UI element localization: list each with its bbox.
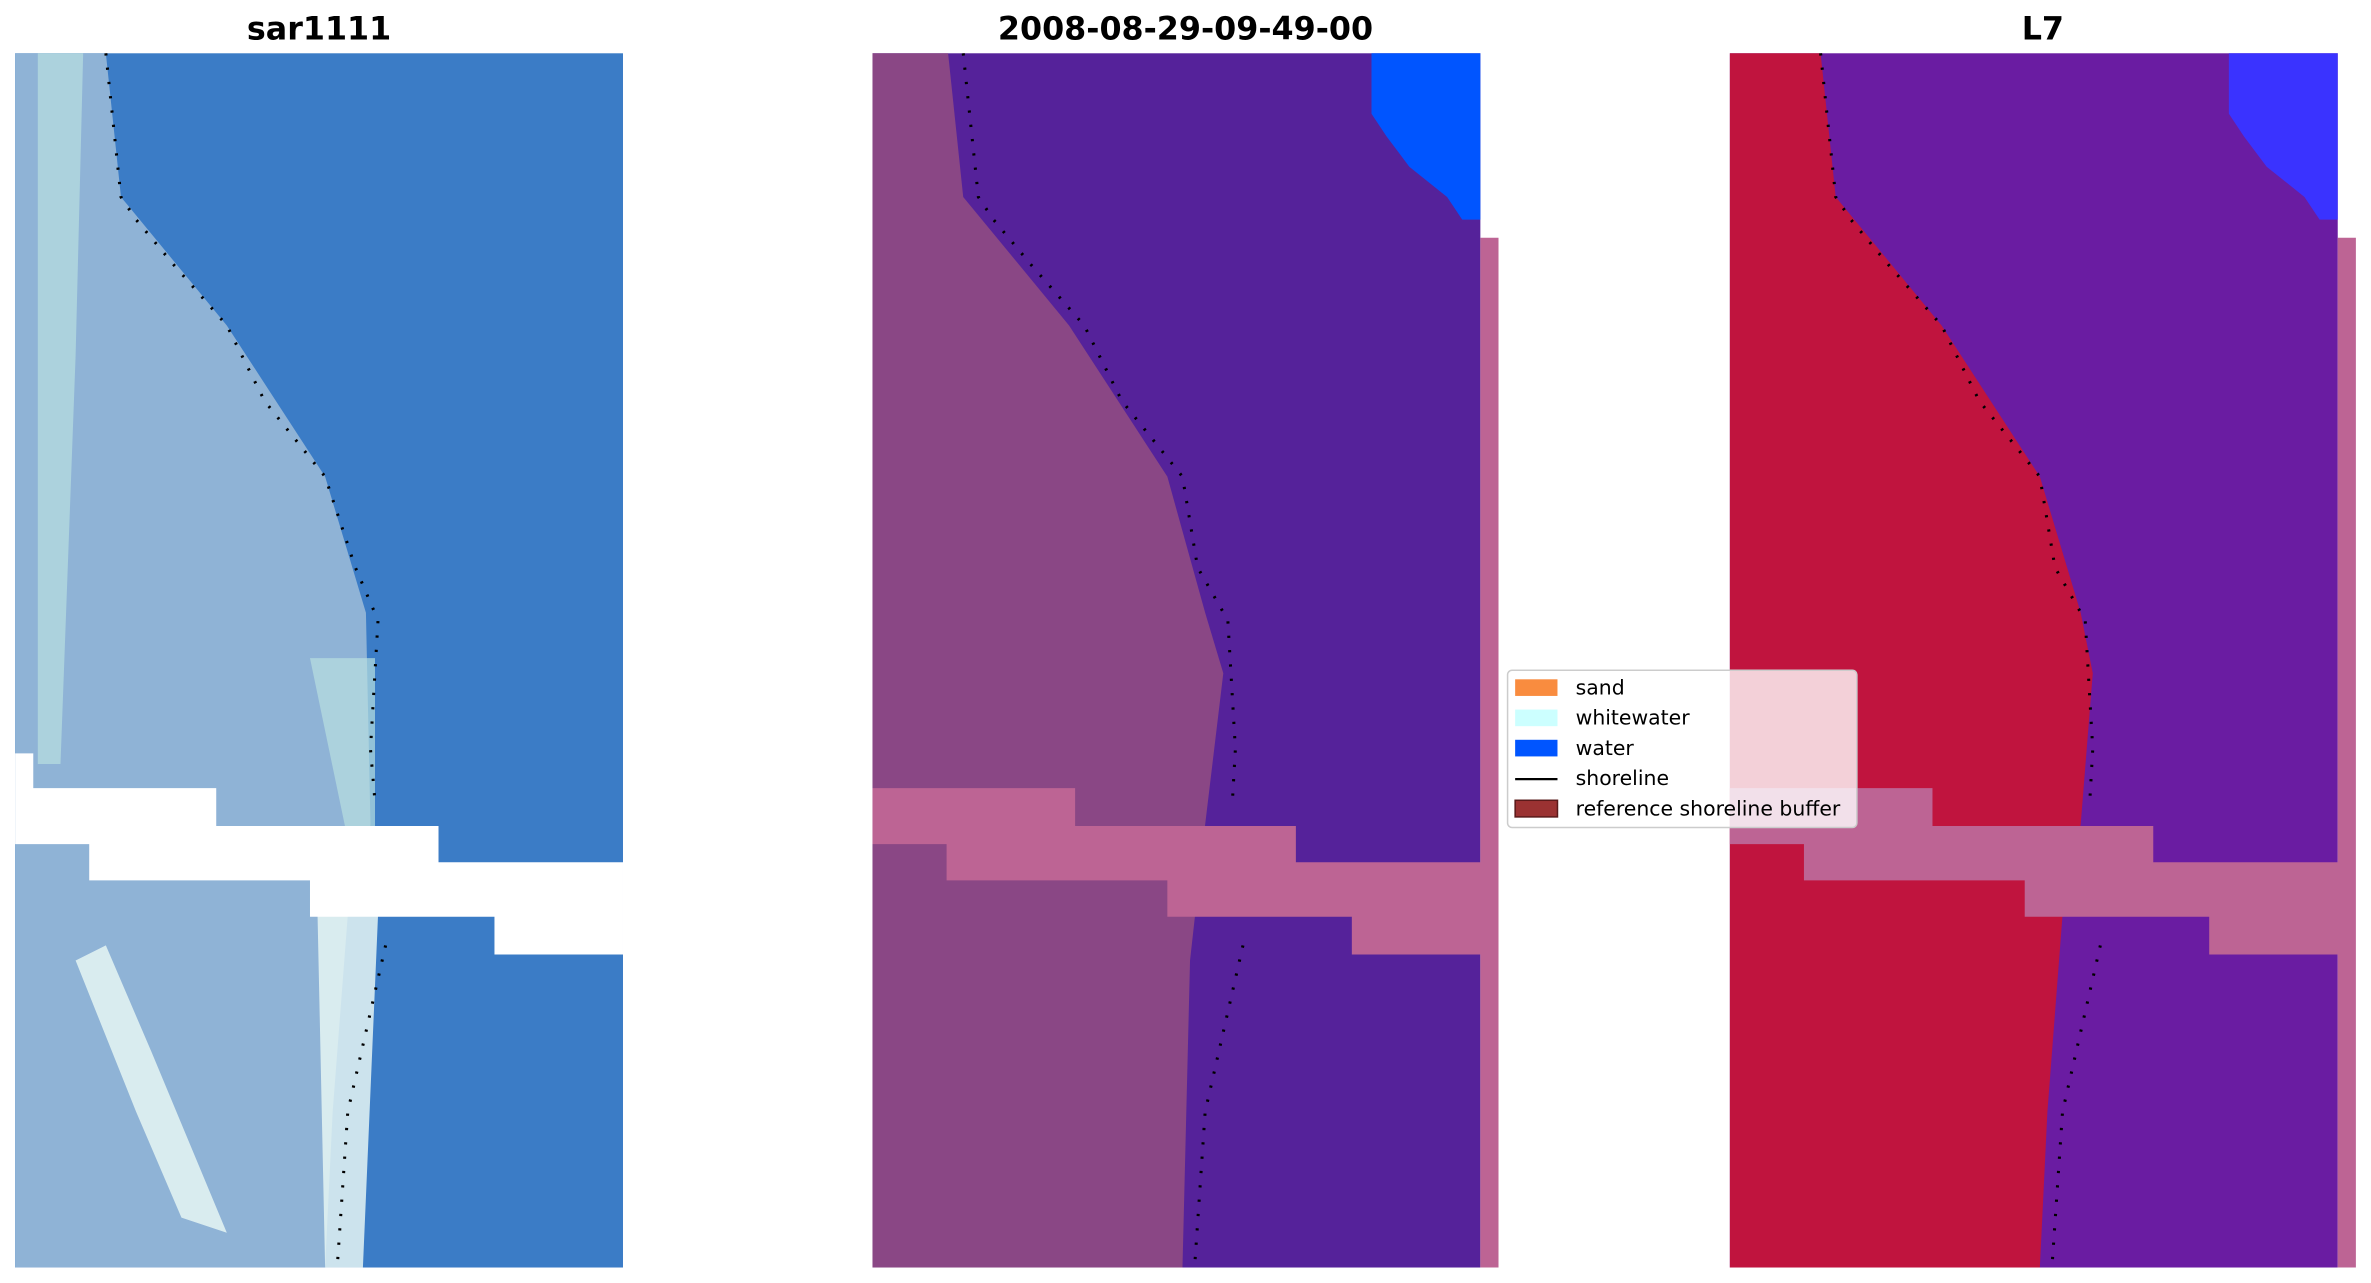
- legend-swatch: [1515, 709, 1558, 727]
- panel-sar: [15, 53, 623, 1268]
- legend-swatch: [1515, 679, 1558, 696]
- panel-title: sar1111: [247, 12, 391, 48]
- panel-title: 2008-08-29-09-49-00: [998, 12, 1373, 48]
- legend-label: sand: [1576, 675, 1625, 699]
- water-class: [2228, 53, 2338, 220]
- panel-title: L7: [2022, 12, 2064, 48]
- shoreline: [1819, 53, 2102, 1268]
- legend-label: water: [1576, 736, 1635, 760]
- panel-l7: [1729, 53, 2356, 1268]
- legend-swatch: [1514, 799, 1559, 818]
- legend-box: [1506, 669, 1858, 829]
- land-area: [872, 53, 1224, 1268]
- shoreline: [104, 53, 388, 1268]
- water-class: [1371, 53, 1481, 220]
- bright-area: [37, 53, 376, 840]
- legend-label: whitewater: [1576, 706, 1691, 730]
- panel-classified: [872, 53, 1499, 1268]
- legend-label: shoreline: [1576, 766, 1669, 790]
- land-area: [1729, 53, 2093, 1268]
- whitewater-area: [75, 915, 379, 1268]
- shoreline: [961, 53, 1245, 1268]
- legend: sand whitewater water shoreline referenc…: [1506, 669, 1858, 829]
- nodata-gap: [15, 753, 623, 955]
- legend-label: reference shoreline buffer: [1576, 796, 1841, 820]
- legend-swatch: [1515, 739, 1558, 757]
